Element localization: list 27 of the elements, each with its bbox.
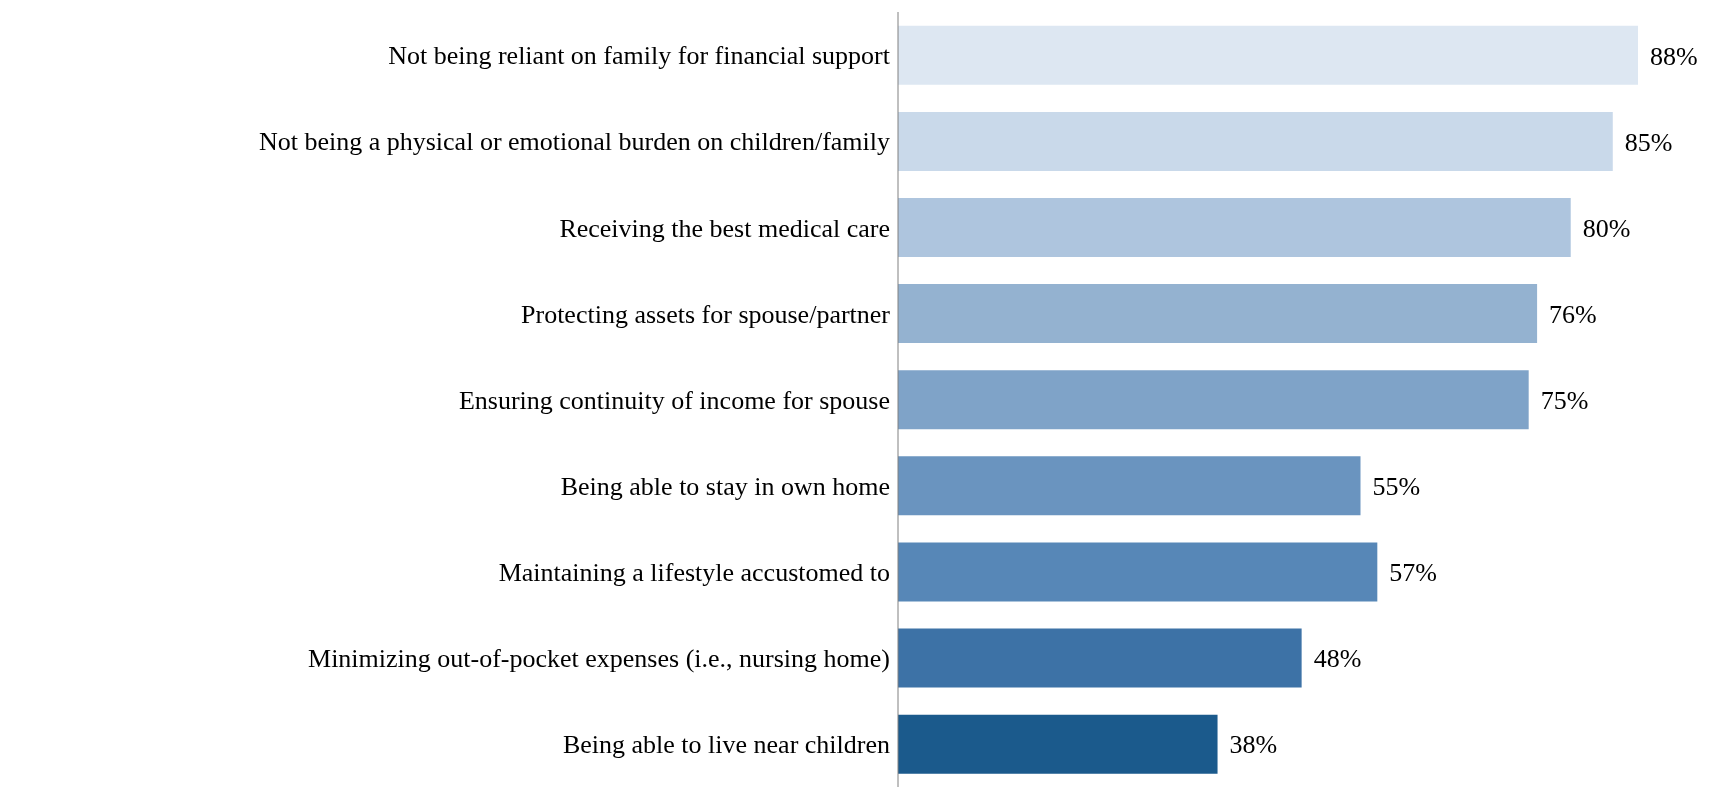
bar [898, 25, 1638, 85]
data-label: 76% [1549, 299, 1597, 329]
bar [898, 198, 1571, 257]
y-tick-label: Being able to stay in own home [560, 471, 890, 501]
y-tick-label: Ensuring continuity of income for spouse [458, 385, 890, 415]
bar [898, 542, 1378, 602]
data-label: 57% [1389, 558, 1437, 588]
bar [898, 714, 1218, 774]
data-label: 55% [1372, 472, 1421, 502]
bar [898, 370, 1529, 430]
y-tick-label: Being able to live near children [562, 730, 890, 760]
data-label: 75% [1540, 385, 1589, 415]
y-tick-label: Maintaining a lifestyle accustomed to [498, 557, 890, 587]
data-label: 88% [1650, 41, 1698, 71]
y-tick-label: Protecting assets for spouse/partner [521, 299, 891, 329]
bar [898, 456, 1361, 516]
y-tick-label: Receiving the best medical care [559, 213, 890, 243]
y-tick-label: Not being a physical or emotional burden on children/family [258, 127, 890, 157]
y-tick-label: Not being reliant on family for financial support [388, 41, 891, 71]
bar [898, 628, 1302, 688]
bar [898, 111, 1613, 171]
data-label: 80% [1582, 213, 1631, 243]
data-label: 48% [1313, 644, 1362, 674]
bar [898, 284, 1538, 344]
data-label: 38% [1229, 730, 1278, 760]
y-tick-label: Minimizing out-of-pocket expenses (i.e., nursing home) [308, 644, 890, 674]
data-label: 85% [1624, 127, 1673, 157]
